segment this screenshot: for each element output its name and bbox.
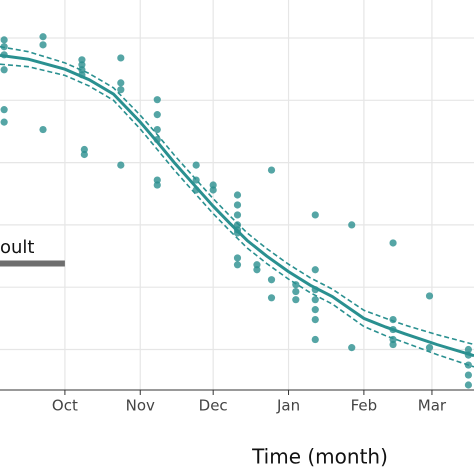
- point: [425, 292, 434, 300]
- point: [153, 96, 161, 104]
- point: [253, 266, 261, 274]
- confidence-line: [0, 63, 474, 368]
- point: [348, 221, 356, 229]
- point: [153, 125, 161, 134]
- point: [0, 66, 8, 74]
- point: [209, 186, 217, 194]
- point: [117, 54, 125, 62]
- x-tick-label: Dec: [199, 397, 228, 415]
- point: [311, 316, 319, 324]
- confidence-line: [0, 45, 474, 346]
- point: [464, 345, 473, 354]
- point: [209, 181, 217, 189]
- point: [153, 176, 161, 184]
- point: [39, 41, 47, 49]
- point: [233, 261, 242, 269]
- point: [267, 166, 276, 174]
- point: [292, 287, 300, 296]
- point: [0, 118, 8, 126]
- fit-line: [0, 53, 474, 358]
- point: [292, 296, 300, 304]
- point: [78, 56, 86, 64]
- point: [267, 294, 276, 302]
- point: [311, 266, 319, 274]
- point: [153, 181, 161, 189]
- point: [117, 161, 125, 169]
- point: [389, 340, 397, 349]
- point: [267, 276, 276, 284]
- point: [311, 296, 319, 304]
- x-tick-label: Jan: [276, 397, 300, 415]
- point: [233, 211, 242, 219]
- annotation-text: oult: [0, 237, 34, 258]
- point: [311, 335, 319, 344]
- point: [39, 33, 47, 41]
- point: [0, 106, 8, 114]
- point: [253, 261, 261, 269]
- point: [233, 254, 242, 262]
- point: [233, 191, 242, 199]
- point: [348, 344, 356, 352]
- x-tick-label: Mar: [418, 397, 447, 415]
- point: [389, 239, 397, 247]
- point: [389, 316, 397, 324]
- x-axis-label: Time (month): [251, 445, 388, 469]
- point: [311, 211, 319, 219]
- point: [233, 201, 242, 209]
- point: [192, 161, 200, 169]
- point: [39, 125, 47, 134]
- point: [464, 381, 473, 389]
- point: [0, 36, 8, 44]
- point: [117, 86, 125, 94]
- point: [153, 111, 161, 119]
- x-tick-label: Nov: [126, 397, 155, 415]
- point: [311, 306, 319, 314]
- point: [78, 66, 86, 74]
- x-tick-label: Oct: [52, 397, 78, 415]
- point: [117, 79, 125, 87]
- point: [233, 221, 242, 229]
- x-tick-label: Feb: [351, 397, 378, 415]
- point: [425, 344, 434, 352]
- point: [80, 150, 88, 159]
- point: [78, 61, 86, 69]
- point: [464, 371, 473, 379]
- point: [80, 145, 88, 154]
